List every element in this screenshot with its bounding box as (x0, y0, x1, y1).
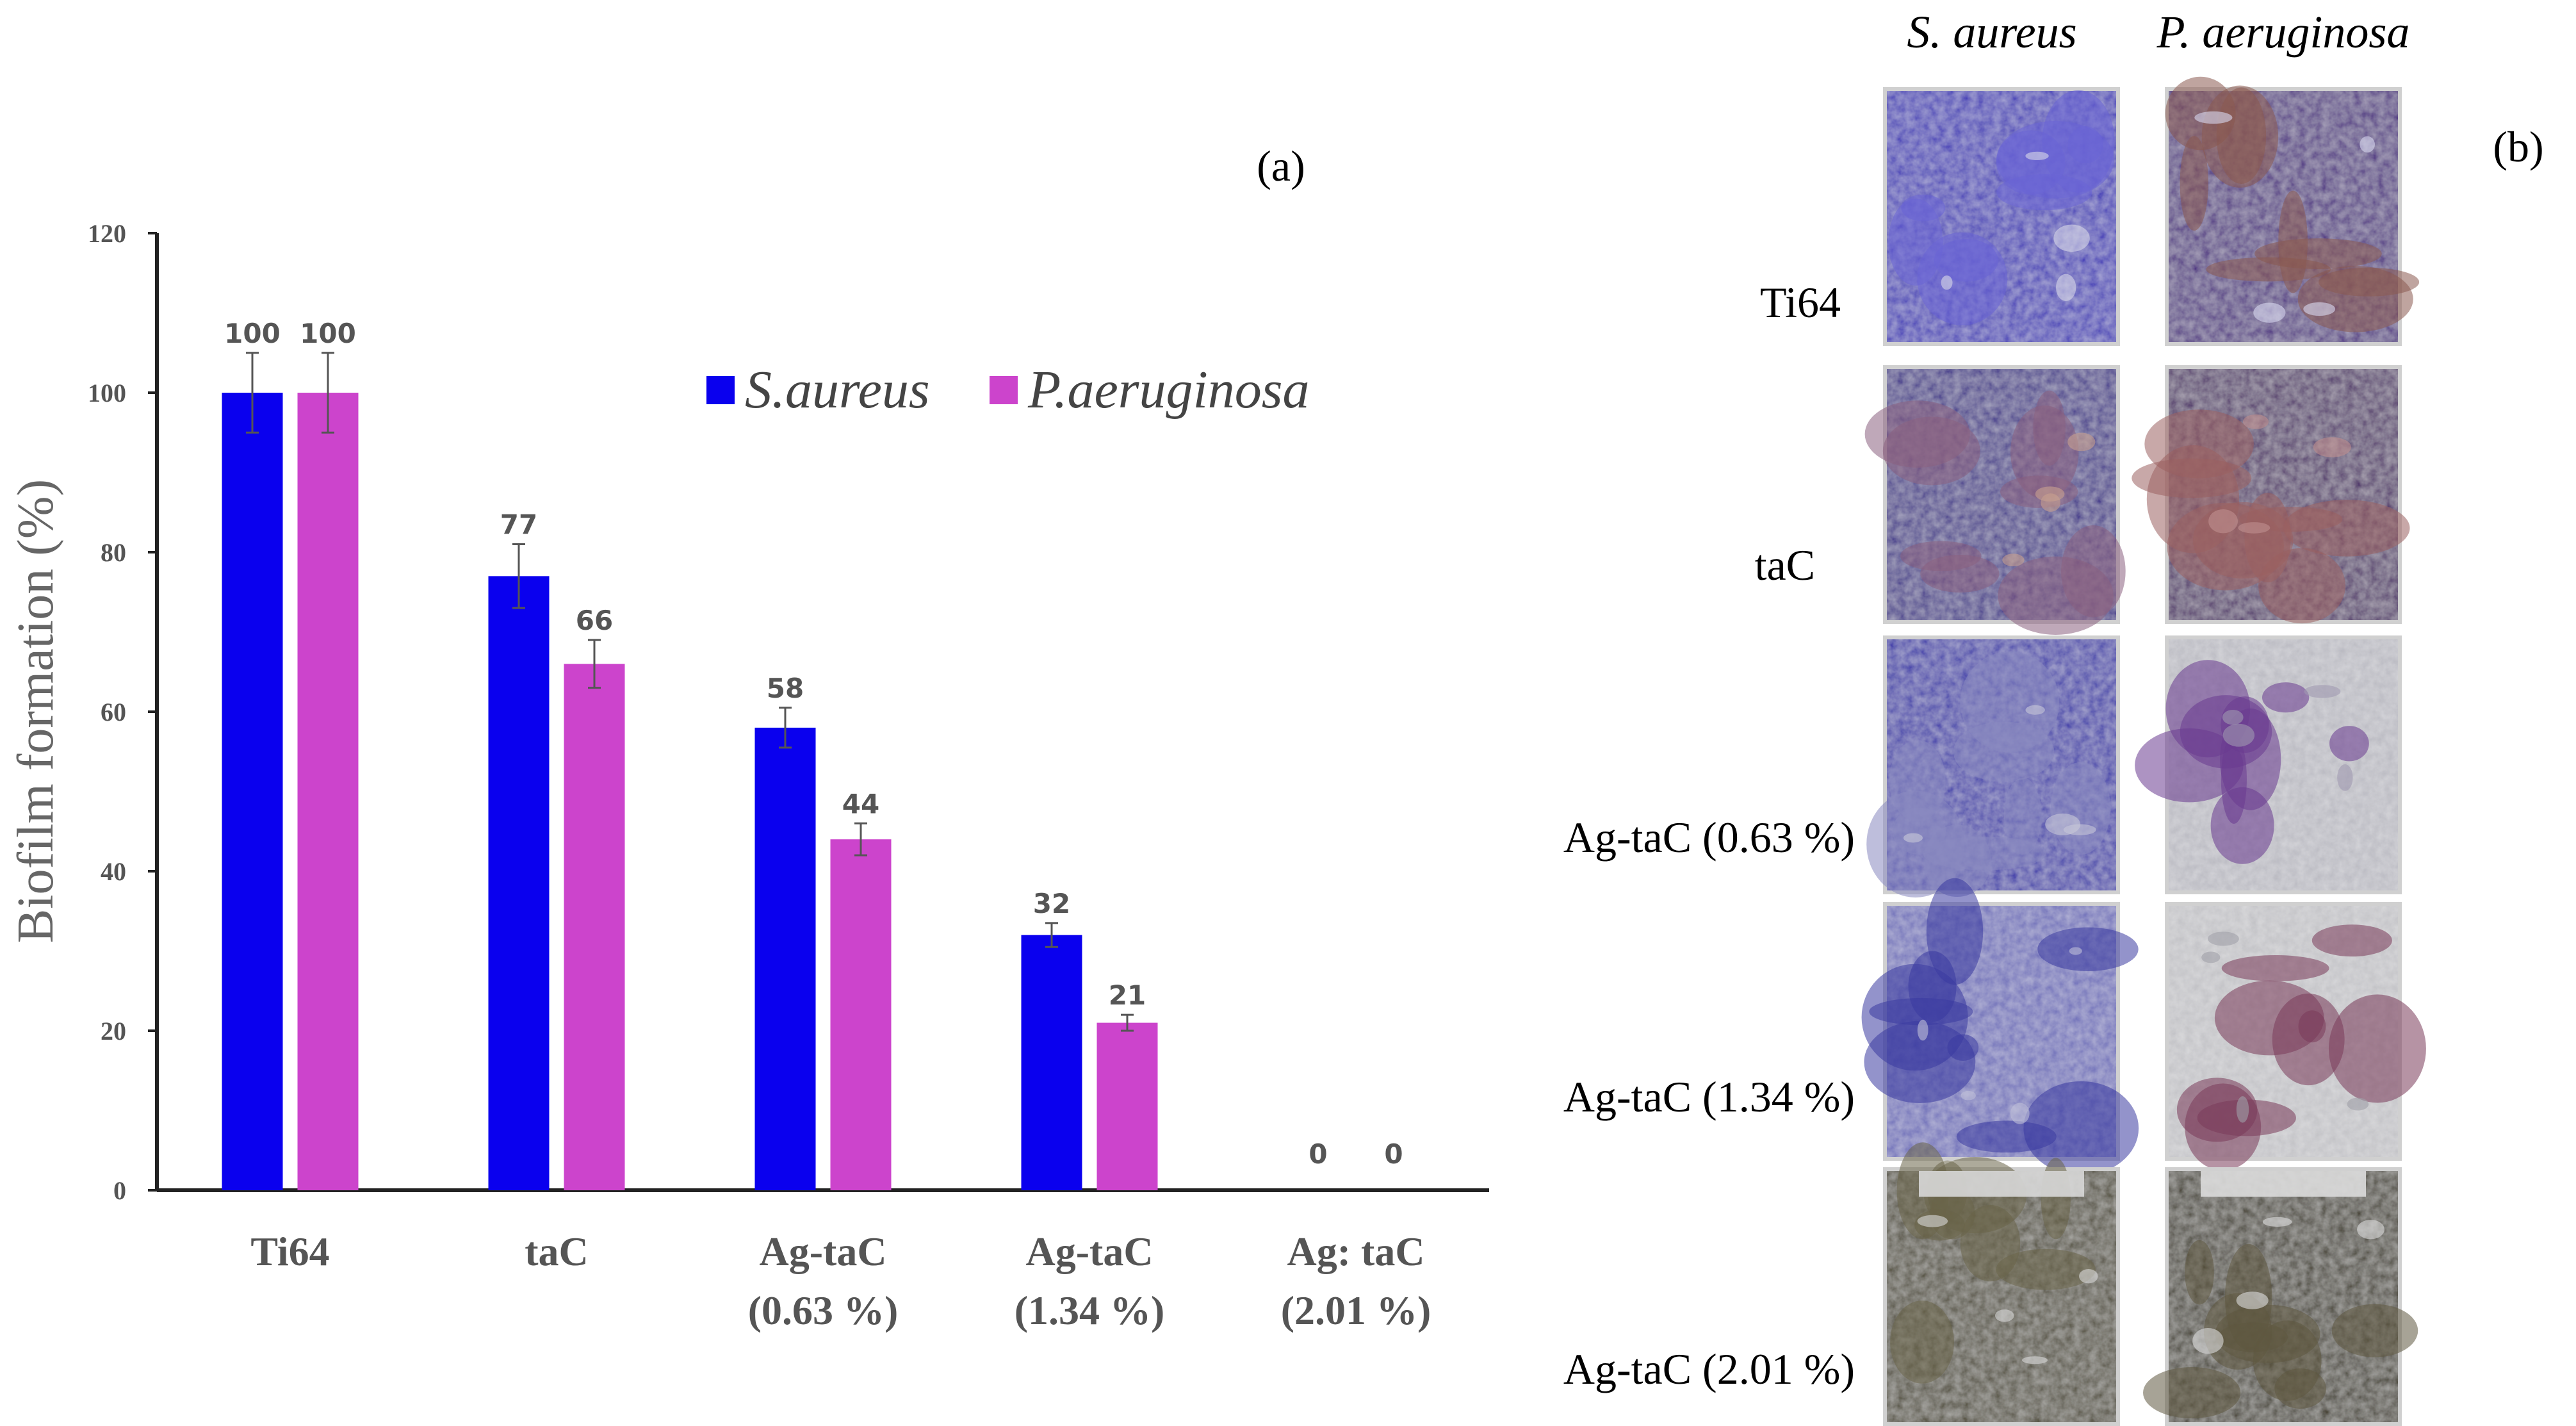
sample-photo (2135, 635, 2402, 894)
sample-photo (2165, 76, 2420, 346)
error-bar (588, 639, 601, 689)
data-label: 0 (1308, 1138, 1327, 1170)
data-label: 77 (500, 509, 537, 541)
data-label: 100 (300, 318, 356, 349)
error-bar (512, 543, 525, 609)
sample-tiles (1861, 76, 2426, 1426)
bar-s-aureus (222, 393, 283, 1190)
data-label: 66 (576, 605, 613, 636)
bar-p-aeruginosa (830, 839, 892, 1190)
column-title-s-aureus: S. aureus (1907, 6, 2076, 58)
error-bar (246, 352, 259, 434)
data-label: 21 (1109, 979, 1146, 1011)
error-bar (854, 822, 867, 856)
y-tick-label: 20 (101, 1017, 126, 1045)
y-axis-label: Biofilm formation (%) (8, 479, 64, 943)
sample-photo (2143, 1167, 2418, 1426)
y-tick-label: 120 (88, 219, 126, 248)
category-label: Ti64 (250, 1229, 329, 1274)
panel-label-a: (a) (1257, 142, 1305, 190)
sample-photo (2165, 902, 2426, 1171)
sample-photo (2132, 365, 2410, 624)
bar-p-aeruginosa (1096, 1022, 1158, 1190)
y-tick-label: 40 (101, 857, 126, 886)
bars (222, 393, 1158, 1190)
panel-label-b: (b) (2493, 122, 2543, 171)
y-tick-label: 60 (101, 698, 126, 726)
row-labels: Ti64 taC Ag-taC (0.63 %) Ag-taC (1.34 %) Ag-… (1563, 278, 1855, 1393)
y-tick-label: 0 (113, 1176, 126, 1205)
data-label: 32 (1033, 888, 1070, 919)
bar-p-aeruginosa (564, 664, 625, 1190)
error-bar (1045, 922, 1058, 948)
error-bar (1121, 1013, 1134, 1032)
y-axis-ticks: 0 20 40 60 80 100 120 (88, 219, 157, 1205)
legend-label-p-aeruginosa: P.aeruginosa (1027, 360, 1309, 420)
bar-s-aureus (488, 576, 550, 1190)
error-bar (322, 352, 334, 434)
y-tick-label: 80 (101, 538, 126, 567)
legend-swatch-p-aeruginosa (990, 376, 1018, 404)
bar-chart-panel: (a) Biofilm formation (%) 0 20 40 60 80 100 12… (8, 142, 1489, 1333)
error-bar (779, 707, 792, 749)
row-label: Ag-taC (1.34 %) (1563, 1072, 1855, 1121)
y-tick-label: 100 (88, 379, 126, 407)
sample-photo (1883, 1142, 2120, 1426)
row-label: Ag-taC (0.63 %) (1563, 813, 1855, 862)
bar-s-aureus (1021, 935, 1082, 1190)
sample-photo (1866, 635, 2120, 897)
category-labels: Ti64 taC Ag-taC (0.63 %) Ag-taC (1.34 %) Ag: t… (250, 1229, 1431, 1333)
data-label: 44 (842, 788, 879, 819)
category-label: Ag: taC (2.01 %) (1281, 1229, 1431, 1333)
row-label: Ag-taC (2.01 %) (1563, 1345, 1855, 1393)
legend: S.aureus P.aeruginosa (706, 360, 1309, 420)
column-title-p-aeruginosa: P. aeruginosa (2156, 6, 2410, 58)
error-bars (246, 352, 1134, 1032)
bar-s-aureus (754, 727, 816, 1190)
category-label: Ag-taC (1.34 %) (1015, 1229, 1165, 1333)
sample-photo (1883, 87, 2120, 346)
bar-p-aeruginosa (297, 393, 359, 1190)
category-label: Ag-taC (0.63 %) (748, 1229, 899, 1333)
data-labels: 100 100 77 66 58 44 32 21 0 0 (224, 318, 1403, 1170)
row-label: Ti64 (1760, 278, 1841, 327)
sample-photo (1864, 365, 2126, 635)
legend-swatch-s-aureus (706, 376, 735, 404)
data-label: 100 (224, 318, 281, 349)
data-label: 58 (767, 673, 804, 704)
sample-photo (1861, 878, 2139, 1176)
category-label: taC (525, 1229, 589, 1274)
sample-images-panel: (b) S. aureus P. aeruginosa Ti64 taC Ag-ta… (1563, 6, 2544, 1426)
data-label: 0 (1384, 1138, 1403, 1170)
legend-label-s-aureus: S.aureus (745, 360, 930, 420)
row-label: taC (1755, 541, 1815, 589)
